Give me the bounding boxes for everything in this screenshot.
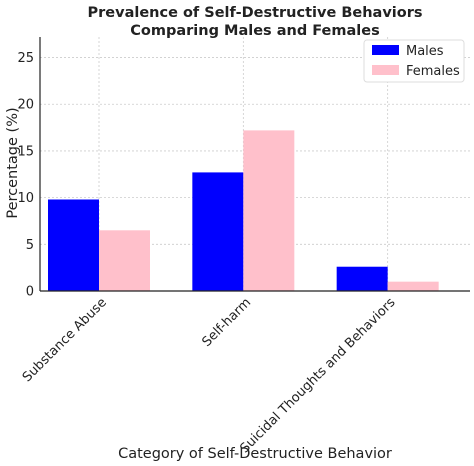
y-tick-label: 15	[17, 144, 34, 159]
bar-males-2	[192, 172, 244, 291]
y-tick-label: 0	[26, 285, 34, 300]
legend-label-females: Females	[406, 64, 460, 79]
y-tick-label: 20	[17, 98, 34, 113]
bar-males-1	[48, 199, 99, 291]
legend-label-males: Males	[406, 44, 444, 59]
y-axis-label: Percentage (%)	[5, 107, 21, 218]
legend: Males Females	[363, 39, 465, 83]
legend-swatch-females	[372, 65, 399, 75]
y-tick-label: 25	[17, 51, 34, 66]
chart-title: Prevalence of Self-Destructive Behaviors	[88, 5, 423, 21]
bar-females-2	[243, 130, 295, 291]
bar-males-3	[336, 266, 388, 291]
bar-females-3	[387, 281, 439, 291]
y-tick-labels: 0 5 10 15 20 25	[17, 51, 34, 299]
y-tick-label: 10	[17, 191, 34, 206]
axes	[39, 37, 470, 292]
bar-females-1	[99, 230, 150, 291]
x-tick-label: Suicidal Thoughts and Behaviors	[237, 295, 398, 456]
y-tick-label: 5	[26, 238, 34, 253]
x-tick-label: Self-harm	[199, 295, 254, 350]
legend-swatch-males	[372, 45, 399, 55]
chart-subtitle: Comparing Males and Females	[130, 23, 379, 39]
x-tick-label: Substance Abuse	[20, 295, 110, 385]
x-axis-label: Category of Self-Destructive Behavior	[118, 446, 392, 462]
bars	[48, 130, 439, 291]
